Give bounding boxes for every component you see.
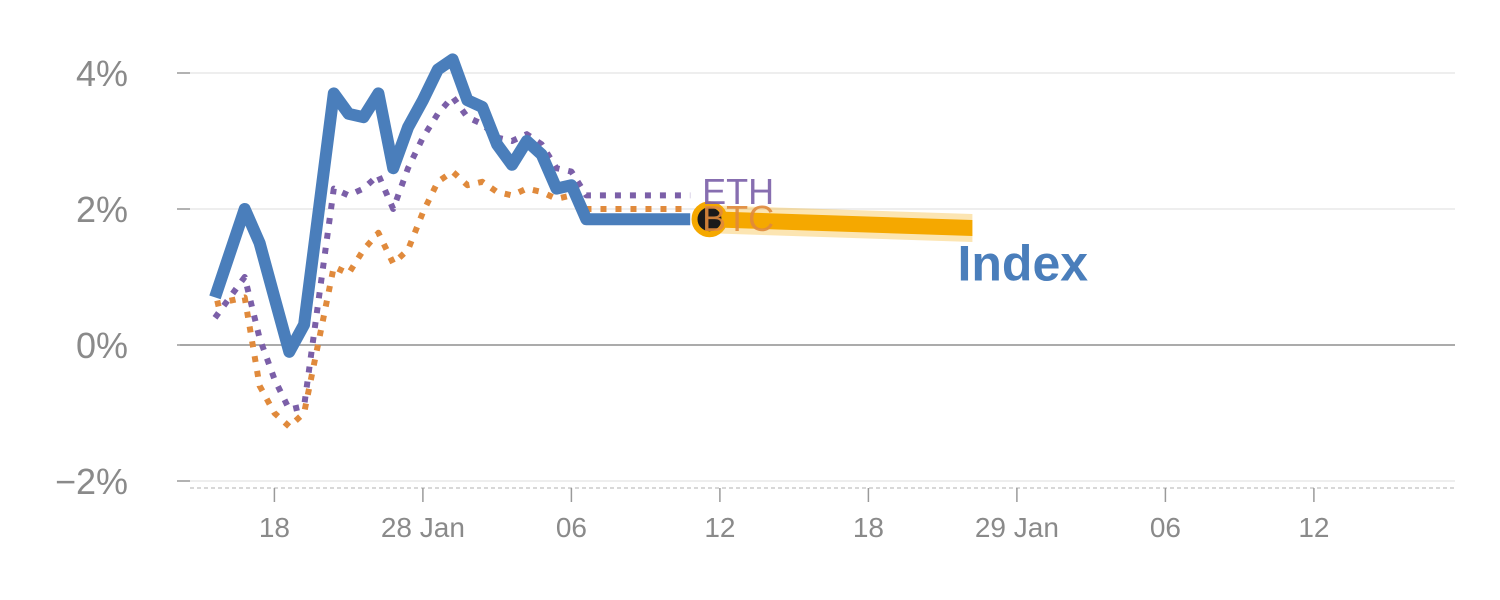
series-label-eth: ETH: [702, 171, 774, 212]
y-tick-label: −2%: [55, 461, 128, 502]
forecast-line: [709, 211, 973, 236]
x-tick-label: 18: [853, 512, 884, 543]
x-tick-label: 18: [259, 512, 290, 543]
series-label-index: Index: [958, 235, 1089, 291]
current-value-dot: [691, 201, 728, 238]
x-tick-label: 28 Jan: [381, 512, 465, 543]
x-tick-label: 12: [1298, 512, 1329, 543]
x-tick-label: 29 Jan: [975, 512, 1059, 543]
grid-lines: [180, 72, 1455, 482]
axes: 4% 2% 0% −2% 18 28 Jan 06 12 18 29 Jan 06 12: [55, 53, 1455, 543]
series-line-btc: [214, 168, 691, 430]
forecast-band: [709, 205, 973, 242]
x-tick-label: 06: [556, 512, 587, 543]
y-tick-label: 0%: [76, 325, 128, 366]
x-tick-label: 12: [704, 512, 735, 543]
series-lines: [209, 53, 691, 430]
series-line-eth: [212, 93, 691, 413]
y-tick-label: 4%: [76, 53, 128, 94]
current-value-marker: [691, 201, 728, 238]
series-line-index: [209, 53, 691, 358]
series-label-btc: BTC: [702, 198, 774, 239]
x-tick-label: 06: [1150, 512, 1181, 543]
y-tick-label: 2%: [76, 189, 128, 230]
